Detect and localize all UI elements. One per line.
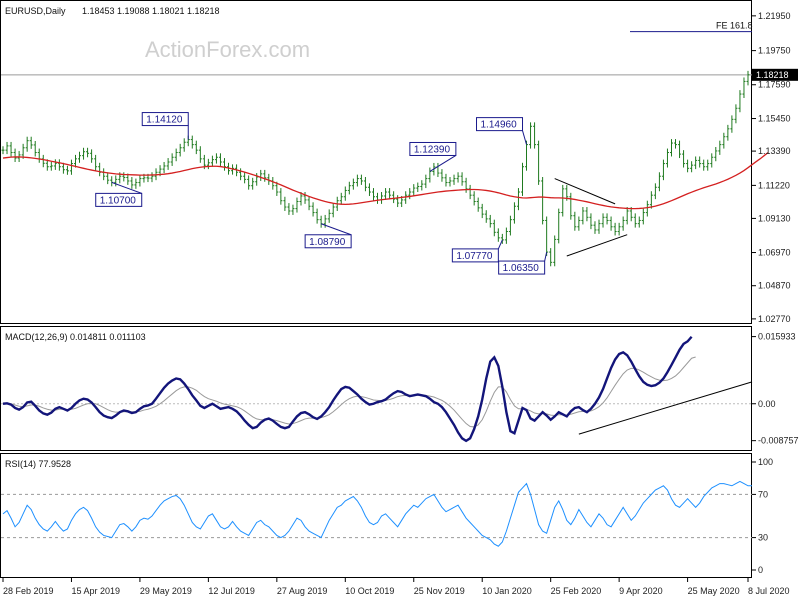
annotation-leader [320, 223, 352, 236]
annotation-label: 1.08790 [309, 237, 346, 248]
annotation-leader [497, 239, 503, 250]
current-price-box [752, 68, 798, 81]
triangle-lower-line [566, 234, 628, 257]
rsi-layer [1, 480, 753, 547]
price-y-tick-label: 1.19750 [758, 46, 791, 56]
x-axis-tick-label: 27 Aug 2019 [277, 586, 328, 596]
x-axis-tick-label: 29 May 2019 [140, 586, 192, 596]
x-axis-tick-label: 28 Feb 2019 [3, 586, 54, 596]
price-y-tick-label: 1.21950 [758, 11, 791, 21]
ohlc-high: 1.19088 [117, 6, 150, 16]
current-price-label: 1.18218 [756, 70, 789, 80]
price-y-tick-label: 1.15450 [758, 114, 791, 124]
price-y-tick-label: 1.11220 [758, 180, 790, 190]
macd-panel-frame [0, 326, 752, 451]
macd-y-tick-label: 0.015933 [758, 332, 796, 342]
annotation-label: 1.12390 [414, 144, 451, 155]
annotation-leader [111, 181, 142, 194]
macd-layer [1, 335, 753, 443]
annotation-box [476, 117, 524, 132]
rsi-y-tick-label: 0 [758, 565, 763, 575]
price-y-tick-label: 1.06970 [758, 248, 791, 258]
annotation-label: 1.06350 [503, 263, 540, 274]
x-axis-tick-label: 15 Apr 2019 [71, 586, 120, 596]
annotation-leader [522, 130, 527, 145]
axis-layer: 1.21950 1.19750 1.17590 1.15450 1.13390 1.112… [2, 11, 799, 596]
triangle-upper-line [554, 178, 616, 205]
annotation-box [409, 141, 457, 156]
ohlc-close: 1.18218 [187, 6, 220, 16]
price-y-tick-label: 1.09130 [758, 213, 791, 223]
price-y-tick-label: 1.02770 [758, 314, 791, 324]
macd-panel-title: MACD(12,26,9) 0.014811 0.011103 [5, 332, 146, 342]
fe-label: FE 161.8 [716, 21, 753, 31]
annotation-box [498, 260, 546, 275]
macd-line [2, 335, 693, 443]
watermark: ActionForex.com [145, 37, 310, 62]
moving-average-line [2, 152, 769, 210]
x-axis-tick-label: 25 May 2020 [688, 586, 740, 596]
price-y-tick-label: 1.17590 [758, 80, 791, 90]
macd-support-line [578, 381, 753, 435]
x-axis-tick-label: 10 Oct 2019 [345, 586, 394, 596]
macd-y-tick-label: 0.00 [758, 399, 776, 409]
rsi-y-tick-label: 30 [758, 533, 768, 543]
x-axis-tick-label: 25 Feb 2020 [551, 586, 602, 596]
price-panel-frame [0, 0, 752, 324]
price-y-tick-label: 1.13390 [758, 146, 791, 156]
rsi-y-tick-label: 100 [758, 457, 773, 467]
rsi-panel-frame [0, 453, 752, 578]
annotation-leader [429, 155, 457, 172]
x-axis-tick-label: 25 Nov 2019 [414, 586, 465, 596]
annotation-box [451, 248, 499, 263]
price-layer: 1.14120 1.10700 1.08790 1.12390 1.14960 1.077… [1, 70, 769, 275]
annotation-label: 1.07770 [456, 251, 493, 262]
annotation-box [304, 234, 352, 249]
ohlc-low: 1.18021 [152, 6, 185, 16]
annotation-leader [544, 251, 548, 262]
price-panel-title: EURUSD,Daily [5, 6, 66, 16]
rsi-line [2, 480, 753, 547]
x-axis-tick-label: 8 Jul 2020 [748, 586, 790, 596]
x-axis-tick-label: 12 Jul 2019 [208, 586, 255, 596]
annotation-label: 1.14120 [146, 115, 183, 126]
rsi-panel-title: RSI(14) 77.9528 [5, 459, 71, 469]
annotation-label: 1.14960 [481, 120, 518, 131]
rsi-y-tick-label: 70 [758, 489, 768, 499]
x-axis-tick-label: 10 Jan 2020 [482, 586, 532, 596]
annotation-box [141, 112, 189, 127]
x-axis-tick-label: 9 Apr 2020 [619, 586, 663, 596]
price-y-tick-label: 1.04870 [758, 281, 791, 291]
macd-y-tick-label: -0.008757 [758, 436, 799, 446]
annotation-box [95, 192, 143, 207]
ohlc-open: 1.18453 [82, 6, 115, 16]
annotation-label: 1.10700 [100, 195, 137, 206]
